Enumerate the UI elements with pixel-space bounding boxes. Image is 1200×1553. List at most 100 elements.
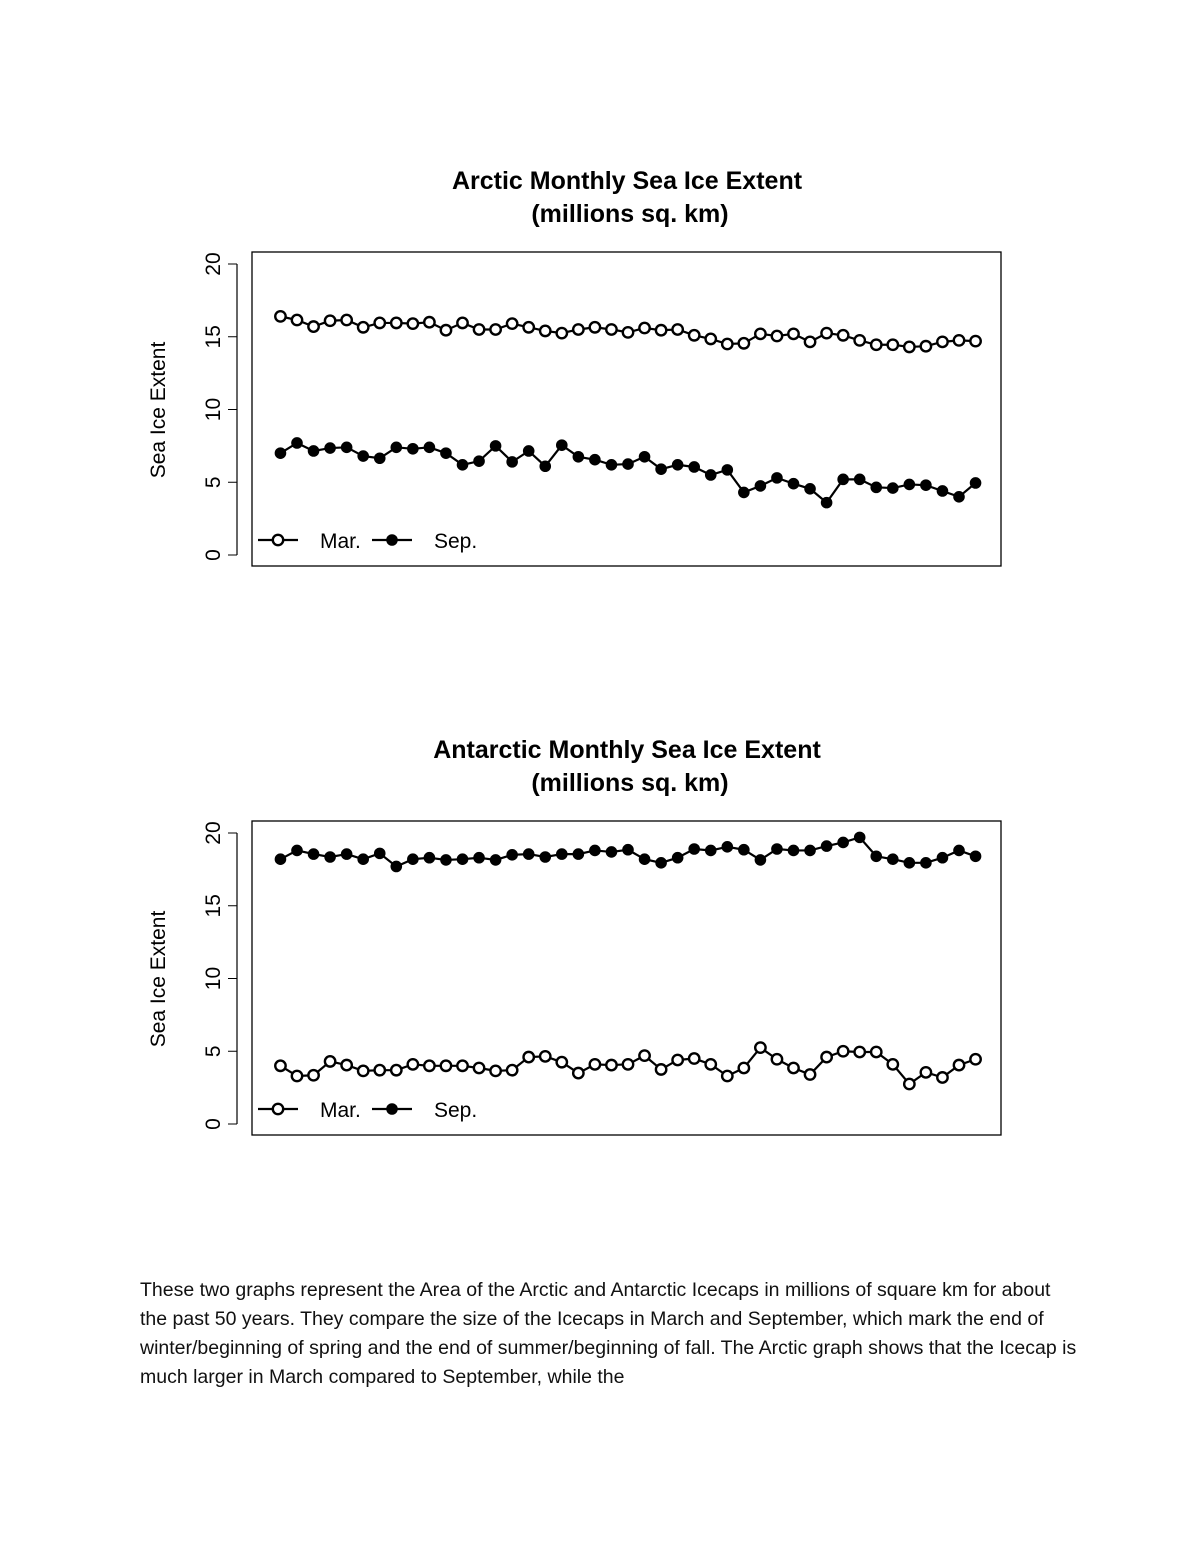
data-point-mar <box>654 323 668 337</box>
data-point-mar <box>902 1077 916 1091</box>
data-point-sep <box>688 461 701 473</box>
data-point-mar <box>489 323 502 336</box>
legend-marker <box>386 1103 398 1115</box>
chart-title: Antarctic Monthly Sea Ice Extent <box>433 736 821 764</box>
data-point-sep <box>506 849 518 861</box>
data-point-mar <box>919 1065 933 1079</box>
data-point-mar <box>671 1053 685 1067</box>
data-point-sep <box>291 844 303 857</box>
data-point-mar <box>472 323 486 336</box>
data-point-sep <box>738 486 750 499</box>
data-point-mar <box>373 1063 387 1077</box>
data-point-sep <box>539 460 552 473</box>
data-point-mar <box>886 1057 900 1071</box>
data-point-mar <box>422 315 436 329</box>
data-point-mar <box>555 1055 569 1069</box>
data-point-mar <box>571 323 585 336</box>
data-point-sep <box>473 851 485 864</box>
chart-subtitle: (millions sq. km) <box>531 200 728 228</box>
data-point-sep <box>456 458 469 471</box>
data-point-sep <box>605 846 618 858</box>
data-point-sep <box>423 851 436 864</box>
data-point-mar <box>902 340 916 354</box>
data-point-sep <box>506 456 518 468</box>
data-point-mar <box>307 320 320 333</box>
data-point-sep <box>572 450 585 463</box>
data-point-mar <box>803 335 817 349</box>
data-point-mar <box>406 1057 420 1071</box>
data-point-mar <box>389 316 403 330</box>
data-point-sep <box>589 453 601 466</box>
data-point-mar <box>638 1049 651 1063</box>
data-point-sep <box>754 854 767 866</box>
y-tick-label: 10 <box>202 967 225 990</box>
data-point-sep <box>622 843 634 856</box>
data-point-sep <box>324 442 336 454</box>
data-point-sep <box>853 473 866 486</box>
data-point-mar <box>654 1063 668 1076</box>
data-point-mar <box>307 1068 320 1082</box>
data-point-mar <box>340 313 354 327</box>
data-point-mar <box>952 333 966 347</box>
data-point-mar <box>770 329 784 343</box>
data-point-mar <box>720 1069 734 1083</box>
data-point-mar <box>571 1066 585 1080</box>
data-point-sep <box>390 441 403 454</box>
data-point-sep <box>903 478 916 491</box>
data-point-sep <box>738 843 750 856</box>
data-point-sep <box>704 844 717 857</box>
data-point-sep <box>820 496 833 509</box>
data-point-mar <box>406 317 420 331</box>
data-point-mar <box>737 1061 751 1075</box>
data-point-sep <box>688 843 701 855</box>
data-point-mar <box>952 1058 966 1072</box>
data-point-mar <box>853 1045 867 1059</box>
data-point-sep <box>870 850 883 863</box>
data-point-mar <box>803 1068 817 1081</box>
data-point-sep <box>340 848 353 860</box>
data-point-sep <box>489 440 502 452</box>
data-point-sep <box>589 844 601 857</box>
data-point-sep <box>787 844 800 857</box>
data-point-mar <box>538 1049 552 1063</box>
data-point-sep <box>274 447 287 459</box>
data-point-mar <box>936 335 949 349</box>
data-point-sep <box>324 851 336 863</box>
data-point-sep <box>721 464 734 476</box>
data-point-sep <box>572 848 585 860</box>
data-point-mar <box>456 1059 469 1073</box>
data-point-mar <box>505 317 519 331</box>
data-point-sep <box>820 840 833 852</box>
data-point-sep <box>423 441 436 454</box>
y-tick-label: 15 <box>202 894 225 917</box>
y-tick-label: 10 <box>202 398 225 421</box>
data-point-mar <box>356 320 370 334</box>
y-tick-label: 0 <box>202 549 225 561</box>
data-point-mar <box>787 1061 800 1075</box>
data-point-mar <box>555 326 569 340</box>
data-point-mar <box>274 309 287 323</box>
data-point-mar <box>340 1058 354 1072</box>
data-point-sep <box>887 482 899 494</box>
data-point-mar <box>323 1055 337 1068</box>
data-point-sep <box>291 437 303 449</box>
data-point-sep <box>307 445 320 457</box>
data-point-sep <box>489 854 502 866</box>
data-point-mar <box>439 323 453 337</box>
data-point-sep <box>307 848 320 860</box>
data-point-mar <box>505 1063 519 1077</box>
data-point-sep <box>556 439 568 451</box>
legend-label: Sep. <box>434 530 477 553</box>
legend-label: Mar. <box>320 530 361 553</box>
data-point-sep <box>721 841 734 853</box>
series-line-sep <box>279 441 977 505</box>
data-point-sep <box>638 853 651 865</box>
body-paragraph: These two graphs represent the Area of t… <box>140 1279 1077 1388</box>
data-point-sep <box>771 843 783 855</box>
arctic-chart: Arctic Monthly Sea Ice Extent (millions s… <box>147 167 1002 567</box>
data-point-sep <box>953 844 965 857</box>
data-point-mar <box>687 1052 701 1065</box>
data-point-mar <box>522 1050 536 1064</box>
data-point-mar <box>439 1059 453 1073</box>
data-point-mar <box>919 339 933 353</box>
